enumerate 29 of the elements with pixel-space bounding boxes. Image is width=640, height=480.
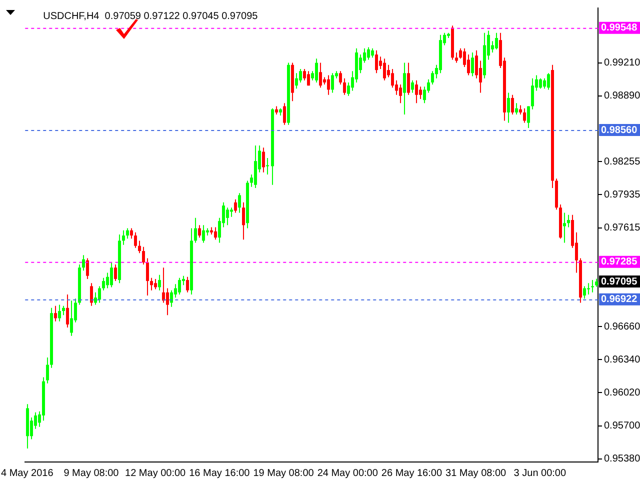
y-tick-label: 0.99210 <box>604 58 640 69</box>
y-tick-label: 0.97935 <box>604 189 640 200</box>
candlestick <box>563 212 566 243</box>
candlestick <box>591 280 594 292</box>
ref-line-label: 0.96922 <box>601 294 638 306</box>
x-tick-label: 16 May 16:00 <box>189 468 250 479</box>
y-tick-label: 0.96660 <box>604 321 640 332</box>
ref-line-label: 0.99548 <box>601 22 638 34</box>
y-tick-label: 0.96020 <box>604 387 640 398</box>
x-tick-label: 19 May 08:00 <box>253 468 314 479</box>
candlestick <box>266 158 269 174</box>
chart-title: USDCHF,H4 0.97059 0.97122 0.97045 0.97095 <box>43 10 258 22</box>
x-tick-label: 31 May 08:00 <box>446 468 507 479</box>
ref-line-label: 0.97285 <box>601 256 638 268</box>
candlestick <box>587 283 590 294</box>
y-tick-label: 0.95380 <box>604 454 640 465</box>
x-tick-label: 26 May 16:00 <box>381 468 442 479</box>
y-tick-label: 0.98890 <box>604 90 640 102</box>
x-tick-label: 9 May 08:00 <box>64 468 120 479</box>
y-tick-label: 0.97615 <box>604 222 640 234</box>
y-tick-label: 0.96340 <box>604 354 640 366</box>
x-tick-label: 3 Jun 00:00 <box>514 468 566 479</box>
text: 0.97095 <box>601 276 638 288</box>
y-tick-label: 0.98255 <box>604 156 640 168</box>
x-tick-label: 24 May 00:00 <box>317 468 378 479</box>
x-tick-label: 4 May 2016 <box>0 468 54 479</box>
ref-line-label: 0.98560 <box>601 124 638 136</box>
x-tick-label: 12 May 00:00 <box>125 468 186 479</box>
y-tick-label: 0.95700 <box>604 420 640 432</box>
